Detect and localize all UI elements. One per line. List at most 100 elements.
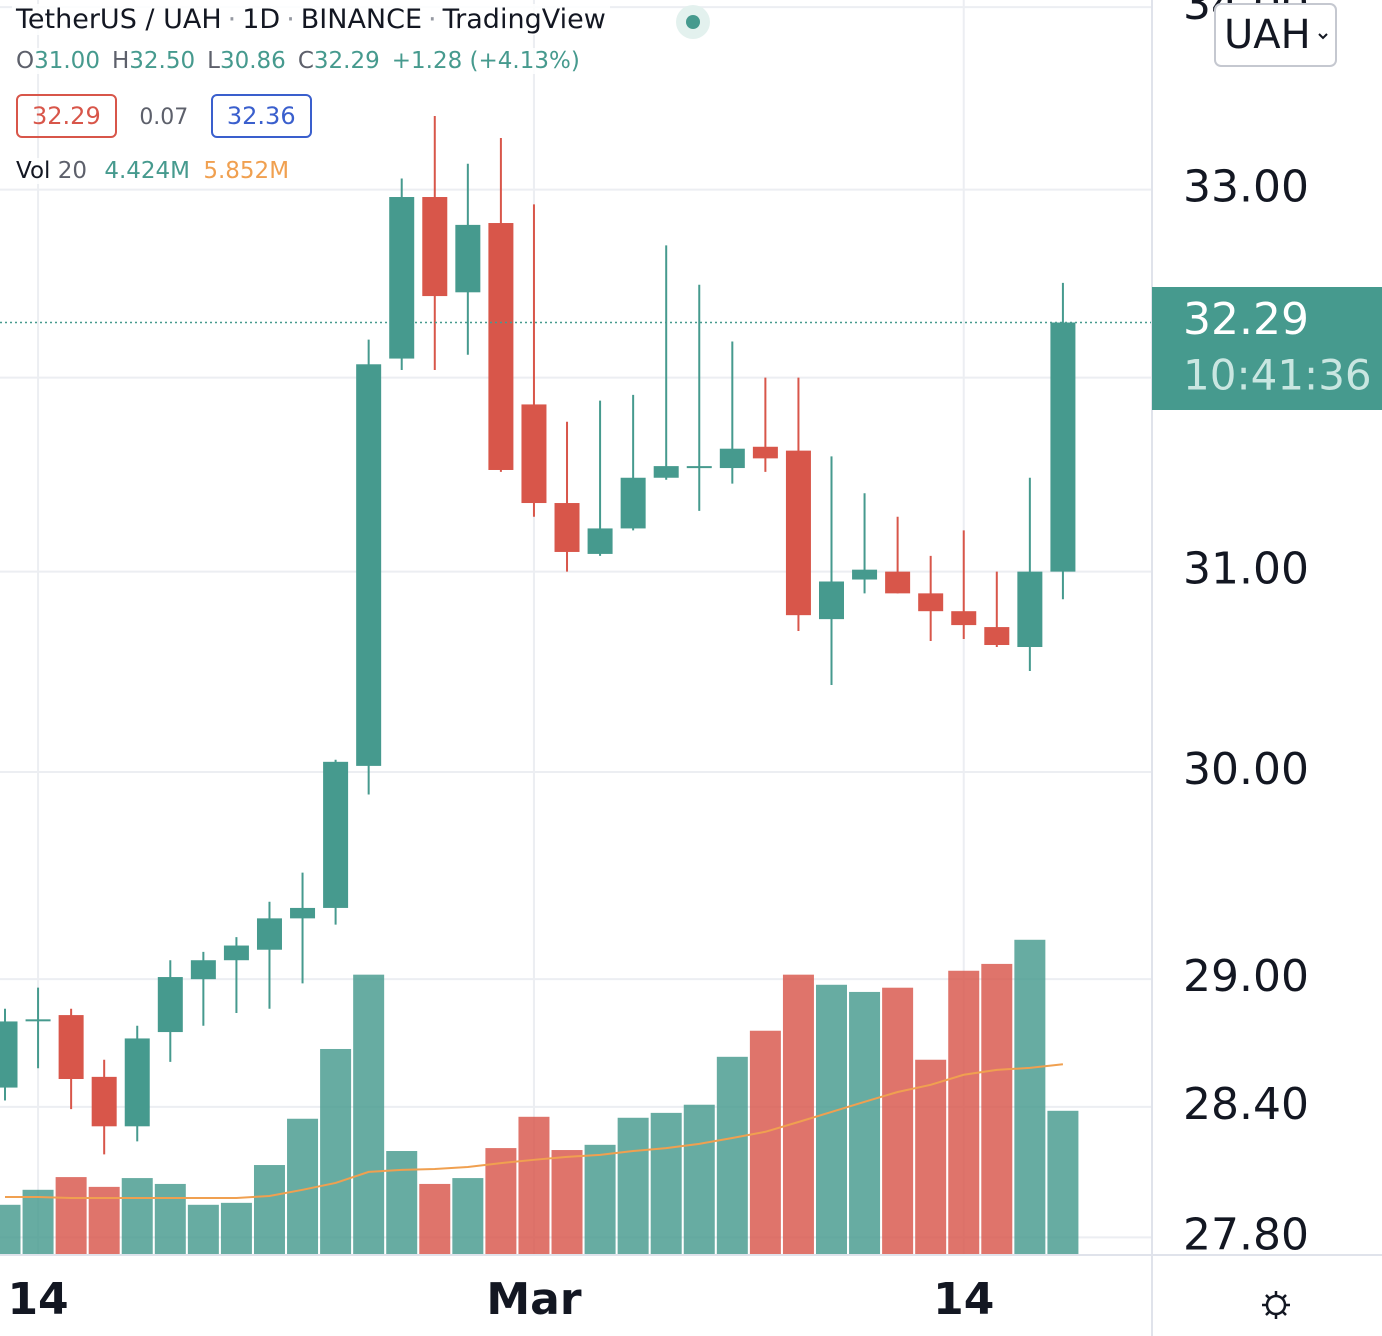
volume-bar [915,1059,947,1255]
symbol-row: TetherUS / UAH · 1D · BINANCE · TradingView [12,4,610,35]
candle-body [157,977,183,1033]
x-tick-label: Mar [486,1274,581,1325]
candle-body [653,466,679,478]
candle-body [918,593,944,612]
ohlc-key: C [297,48,314,74]
volume-bar [683,1104,715,1255]
candle-body [587,528,613,554]
candle-body [752,446,778,459]
volume-row: Vol 20 4.424M 5.852M [12,158,294,184]
volume-bar [220,1202,252,1255]
candle-body [323,761,349,908]
gear-spokes [1262,1291,1290,1319]
y-tick-label: 28.40 [1183,1079,1309,1130]
candle-body [190,960,216,980]
candle-body [422,197,448,297]
candle-body [1017,571,1043,648]
volume-ma-value: 5.852M [203,158,290,184]
volume-bar [551,1150,583,1255]
volume-bar [187,1204,219,1255]
dot [686,15,700,29]
x-tick-label: 14 [933,1274,994,1325]
volume-bar [782,974,814,1255]
candle-body [620,477,646,529]
ohlc-row: O31.00 H32.50 L30.86 C32.29 +1.28 (+4.13%) [12,48,584,74]
candle-body [885,571,911,594]
y-tick-label: 31.00 [1183,544,1309,595]
volume-bar [452,1178,484,1255]
currency[interactable]: UAH [1224,12,1311,58]
countdown: 10:41:36 [1183,351,1372,400]
button-bg[interactable] [1214,3,1337,67]
volume-bar [419,1183,451,1255]
ohlc-value: 32.29 [313,48,380,74]
ohlc-value: 31.00 [34,48,100,74]
volume-value: 4.424M [104,158,191,184]
candle-body [719,448,745,469]
volume-bar [749,1030,781,1255]
exchange: BINANCE [300,4,423,35]
settings-icon[interactable] [1262,1291,1290,1319]
candle-body [58,1015,84,1080]
ask: 32.36 [210,94,312,138]
volume-bar [485,1148,517,1255]
volume-bar [518,1116,550,1255]
candle-body [25,1019,51,1022]
volume-bar [981,963,1013,1255]
ohlc-key: H [111,48,130,74]
candle-body [554,503,580,552]
candle-body [91,1076,117,1127]
chevron [1318,33,1328,40]
candle-body [389,197,415,359]
status-dot [676,5,710,39]
candle-body [785,450,811,616]
volume-name: Vol [16,158,51,184]
volume-bar [154,1183,186,1255]
volume-ma-line [5,1063,1064,1199]
plot-layer [0,115,1152,1255]
candle-body [256,918,282,950]
candle-body [852,569,878,580]
volume-bar [849,991,881,1255]
candle-body [290,907,316,919]
badge-bg [1152,287,1382,410]
bid: 32.29 [16,94,117,138]
ohlc-value: 30.86 [219,48,286,74]
sep: · [428,4,437,35]
candle-body [488,223,514,470]
quote-row: 32.29 0.07 32.36 [12,94,316,138]
volume-ma-length: 20 [57,158,88,184]
y-tick-label: 27.80 [1183,1209,1309,1260]
volume-bar [253,1165,285,1255]
symbol: TetherUS / UAH [16,4,222,35]
candle-body [0,1021,18,1088]
candle-body [521,404,547,504]
volume-bar [650,1112,682,1255]
gear[interactable] [1265,1294,1287,1316]
candle-body [686,466,712,469]
volume-bar [716,1056,748,1255]
volume-bar [1047,1110,1079,1255]
volume-bar [882,987,914,1255]
volume-bar [584,1144,616,1255]
source: TradingView [442,4,606,35]
volume-bar [121,1178,153,1255]
sep: · [286,4,295,35]
y-tick-label: 30.00 [1183,744,1309,795]
interval: 1D [242,4,281,35]
candle-body [124,1038,150,1127]
candle-body [1050,322,1076,572]
candle-body [951,611,977,626]
currency-button[interactable]: UAH [1214,3,1337,67]
ohlc-key: L [207,48,220,74]
sep: · [227,4,237,35]
y-tick-label: 29.00 [1183,951,1309,1002]
x-tick-label: 14 [7,1274,68,1325]
candle-body [356,364,382,766]
last-price: 32.29 [1183,294,1309,345]
change: +1.28 (+4.13%) [391,48,580,74]
ohlc-value: 32.50 [129,48,196,74]
volume-bar [320,1048,352,1255]
